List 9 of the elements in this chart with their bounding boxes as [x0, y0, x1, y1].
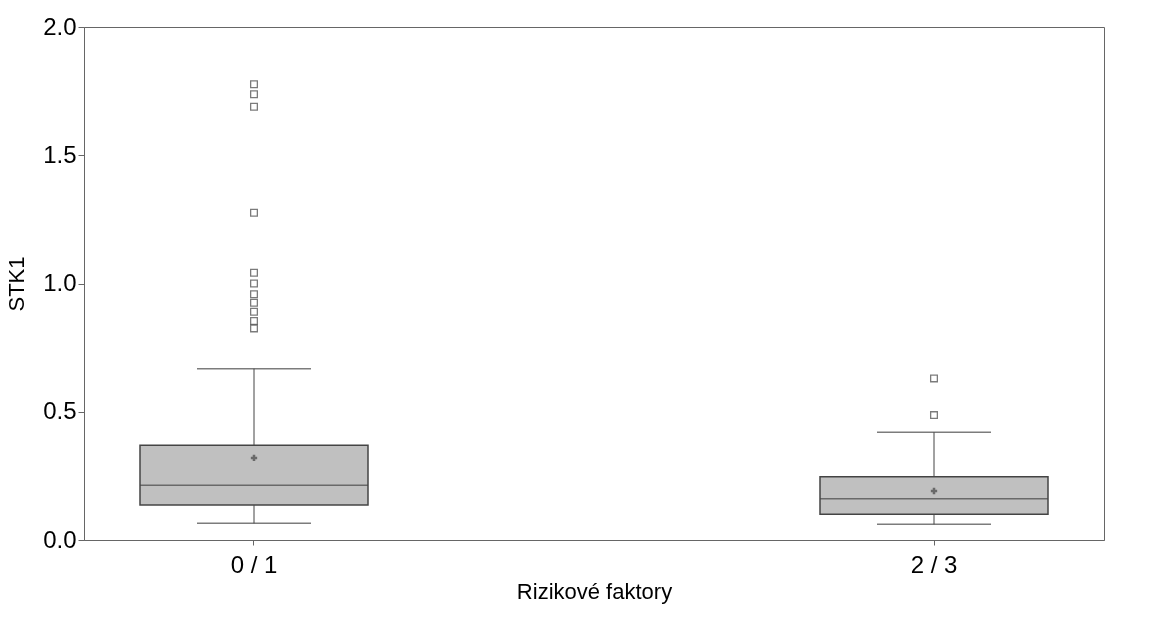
x-axis-title: Rizikové faktory — [516, 578, 673, 604]
y-axis-title: STK1 — [4, 256, 30, 312]
y-tick-label: 1.0 — [43, 269, 77, 296]
x-tick-label: 0 / 1 — [230, 550, 278, 578]
y-tick-label: 0.5 — [43, 397, 77, 425]
y-tick-label: 2.0 — [43, 12, 77, 40]
y-tick-label: 0.0 — [43, 525, 77, 553]
x-tick-label: 2 / 3 — [910, 550, 958, 578]
y-tick-label: 1.5 — [43, 140, 77, 168]
